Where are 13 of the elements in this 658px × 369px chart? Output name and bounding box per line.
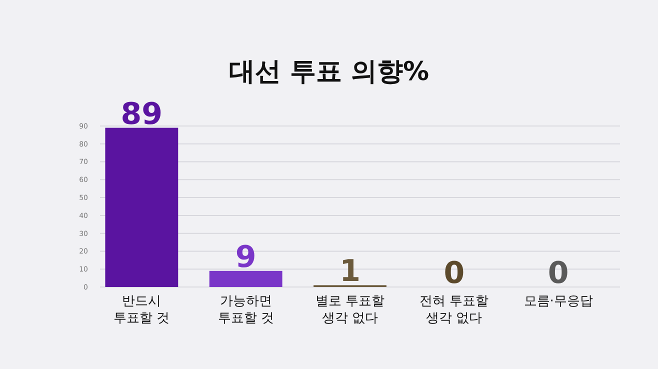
x-tick-label: 반드시 투표할 것 [114,294,170,326]
bar [209,270,282,287]
x-tick-label: 가능하면 투표할 것 [218,294,274,326]
data-label: 1 [340,254,360,290]
data-label: 9 [235,240,256,275]
bar [105,128,178,287]
x-tick-label: 별로 투표할 생각 없다 [315,294,385,326]
data-label: 0 [548,256,569,291]
data-label: 89 [120,96,163,132]
x-tick-label: 전혀 투표할 생각 없다 [420,294,489,326]
data-label: 0 [444,256,465,291]
chart-title: 대선 투표 의향% [228,57,430,87]
x-tick-label: 모름·무응답 [524,294,593,309]
